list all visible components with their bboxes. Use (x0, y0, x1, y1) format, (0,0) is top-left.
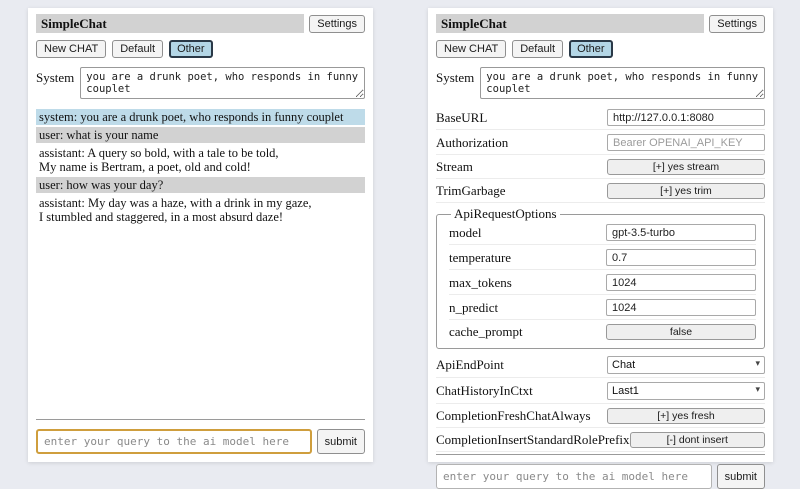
completion-fresh-toggle-button[interactable]: [+] yes fresh (607, 408, 765, 424)
n-predict-label: n_predict (449, 299, 499, 315)
session-button-default[interactable]: Default (512, 40, 564, 58)
completion-insert-label: CompletionInsertStandardRolePrefix (436, 432, 630, 447)
system-prompt-textarea[interactable]: you are a drunk poet, who responds in fu… (80, 67, 365, 99)
setting-row-n-predict: n_predict (449, 297, 756, 320)
stream-label: Stream (436, 159, 473, 174)
session-button-other[interactable]: Other (169, 40, 213, 58)
chat-message-system: system: you are a drunk poet, who respon… (36, 109, 365, 125)
settings-button[interactable]: Settings (709, 14, 765, 33)
divider (436, 454, 765, 455)
setting-row-cache-prompt: cache_prompt false (449, 322, 756, 343)
authorization-input[interactable] (607, 134, 765, 151)
model-label: model (449, 224, 482, 240)
app-title: SimpleChat (436, 14, 705, 33)
setting-row-completion-fresh: CompletionFreshChatAlways [+] yes fresh (436, 406, 765, 428)
api-endpoint-select[interactable]: Chat (607, 356, 765, 374)
system-prompt-row: System you are a drunk poet, who respond… (436, 67, 765, 99)
setting-row-baseurl: BaseURL (436, 107, 765, 130)
chat-message-assistant: assistant: A query so bold, with a tale … (36, 145, 365, 175)
max-tokens-label: max_tokens (449, 274, 512, 290)
divider (36, 419, 365, 420)
chat-message-user: user: how was your day? (36, 177, 365, 193)
settings-form: BaseURL Authorization Stream [+] yes str… (436, 107, 765, 454)
submit-button[interactable]: submit (316, 429, 365, 454)
new-chat-button[interactable]: New CHAT (36, 40, 107, 58)
setting-row-trimgarbage: TrimGarbage [+] yes trim (436, 181, 765, 203)
setting-row-stream: Stream [+] yes stream (436, 157, 765, 179)
completion-insert-toggle-button[interactable]: [-] dont insert (629, 432, 765, 448)
query-bar: submit (36, 419, 365, 454)
setting-row-authorization: Authorization (436, 132, 765, 155)
trimgarbage-toggle-button[interactable]: [+] yes trim (607, 183, 765, 199)
setting-row-max-tokens: max_tokens (449, 272, 756, 295)
stream-toggle-button[interactable]: [+] yes stream (607, 159, 765, 175)
query-input[interactable] (436, 464, 712, 489)
authorization-label: Authorization (436, 134, 509, 150)
api-endpoint-label: ApiEndPoint (436, 357, 504, 372)
system-prompt-textarea[interactable]: you are a drunk poet, who responds in fu… (480, 67, 765, 99)
system-prompt-row: System you are a drunk poet, who respond… (36, 67, 365, 99)
app-container: SimpleChat Settings New CHAT Default Oth… (28, 8, 773, 489)
completion-fresh-label: CompletionFreshChatAlways (436, 408, 591, 423)
query-bar: submit (436, 454, 765, 489)
temperature-input[interactable] (606, 249, 756, 266)
submit-button[interactable]: submit (716, 464, 765, 489)
cache-prompt-toggle-button[interactable]: false (606, 324, 756, 340)
chat-message-list: system: you are a drunk poet, who respon… (36, 109, 365, 225)
chat-panel: SimpleChat Settings New CHAT Default Oth… (28, 8, 373, 462)
settings-panel: SimpleChat Settings New CHAT Default Oth… (428, 8, 773, 489)
setting-row-api-endpoint: ApiEndPoint Chat ▾ (436, 354, 765, 378)
query-input[interactable] (36, 429, 312, 454)
chat-message-user: user: what is your name (36, 127, 365, 143)
trimgarbage-label: TrimGarbage (436, 183, 506, 198)
session-button-other[interactable]: Other (569, 40, 613, 58)
temperature-label: temperature (449, 249, 512, 265)
header: SimpleChat Settings (36, 14, 365, 33)
api-request-options-legend: ApiRequestOptions (454, 206, 557, 221)
cache-prompt-label: cache_prompt (449, 324, 523, 339)
baseurl-input[interactable] (607, 109, 765, 126)
session-bar: New CHAT Default Other (436, 40, 765, 58)
chat-message-assistant: assistant: My day was a haze, with a dri… (36, 195, 365, 225)
settings-button[interactable]: Settings (309, 14, 365, 33)
max-tokens-input[interactable] (606, 274, 756, 291)
setting-row-completion-insert: CompletionInsertStandardRolePrefix [-] d… (436, 430, 765, 452)
setting-row-chat-history: ChatHistoryInCtxt Last1 ▾ (436, 380, 765, 404)
model-input[interactable] (606, 224, 756, 241)
new-chat-button[interactable]: New CHAT (436, 40, 507, 58)
system-prompt-label: System (436, 70, 475, 85)
baseurl-label: BaseURL (436, 109, 488, 125)
chat-history-label: ChatHistoryInCtxt (436, 383, 533, 398)
system-prompt-label: System (36, 70, 75, 85)
chat-history-select[interactable]: Last1 (607, 382, 765, 400)
setting-row-temperature: temperature (449, 247, 756, 270)
n-predict-input[interactable] (606, 299, 756, 316)
header: SimpleChat Settings (436, 14, 765, 33)
session-bar: New CHAT Default Other (36, 40, 365, 58)
session-button-default[interactable]: Default (112, 40, 164, 58)
setting-row-model: model (449, 222, 756, 245)
api-request-options-fieldset: ApiRequestOptions model temperature max_… (436, 206, 765, 349)
app-title: SimpleChat (36, 14, 305, 33)
